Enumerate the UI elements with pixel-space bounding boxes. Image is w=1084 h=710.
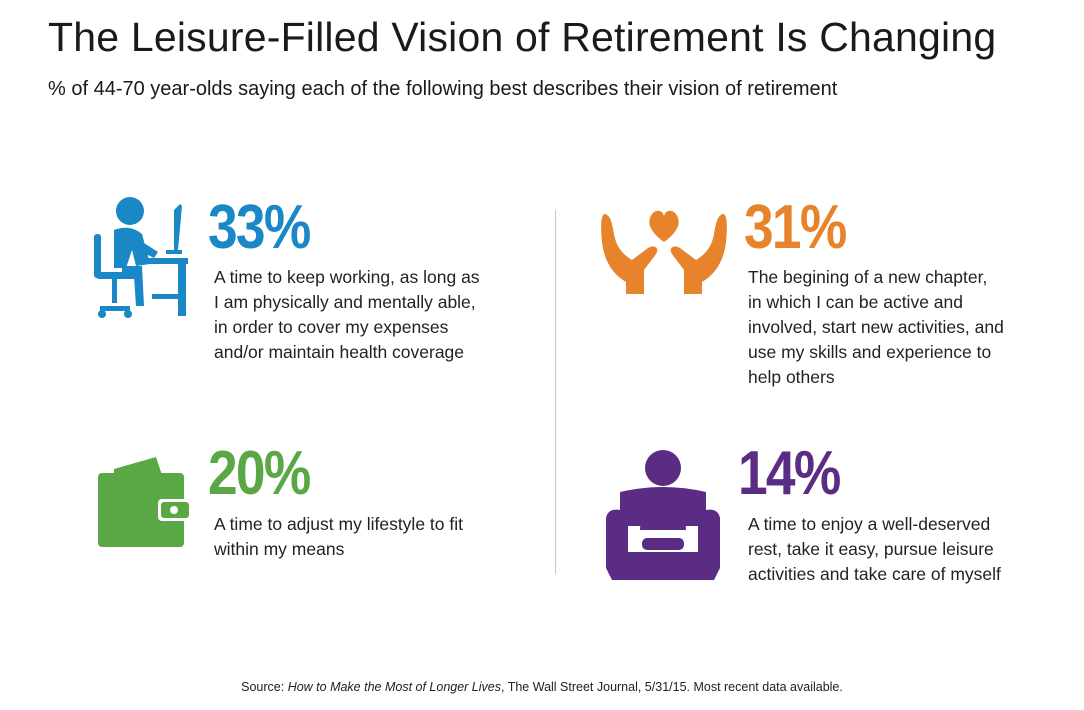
stat-value: 31% bbox=[744, 193, 847, 262]
stat-value: 20% bbox=[208, 439, 311, 508]
stat-value: 33% bbox=[208, 193, 311, 262]
stat-description: A time to keep working, as long as I am … bbox=[214, 267, 480, 362]
stat-value: 14% bbox=[738, 439, 841, 508]
stat-description: A time to adjust my lifestyle to fit wit… bbox=[214, 514, 463, 559]
source-citation: Source: How to Make the Most of Longer L… bbox=[241, 680, 843, 694]
page-title: The Leisure-Filled Vision of Retirement … bbox=[48, 14, 997, 60]
wallet-icon bbox=[96, 455, 194, 547]
hands-holding-heart-icon bbox=[600, 200, 728, 296]
stat-description: The begining of a new chapter, in which … bbox=[748, 267, 1004, 387]
page-subtitle: % of 44-70 year-olds saying each of the … bbox=[48, 78, 838, 100]
person-at-computer-icon bbox=[92, 194, 192, 320]
stat-description: A time to enjoy a well-deserved rest, ta… bbox=[748, 514, 1001, 584]
center-divider bbox=[555, 210, 556, 574]
person-in-armchair-icon bbox=[606, 448, 720, 580]
